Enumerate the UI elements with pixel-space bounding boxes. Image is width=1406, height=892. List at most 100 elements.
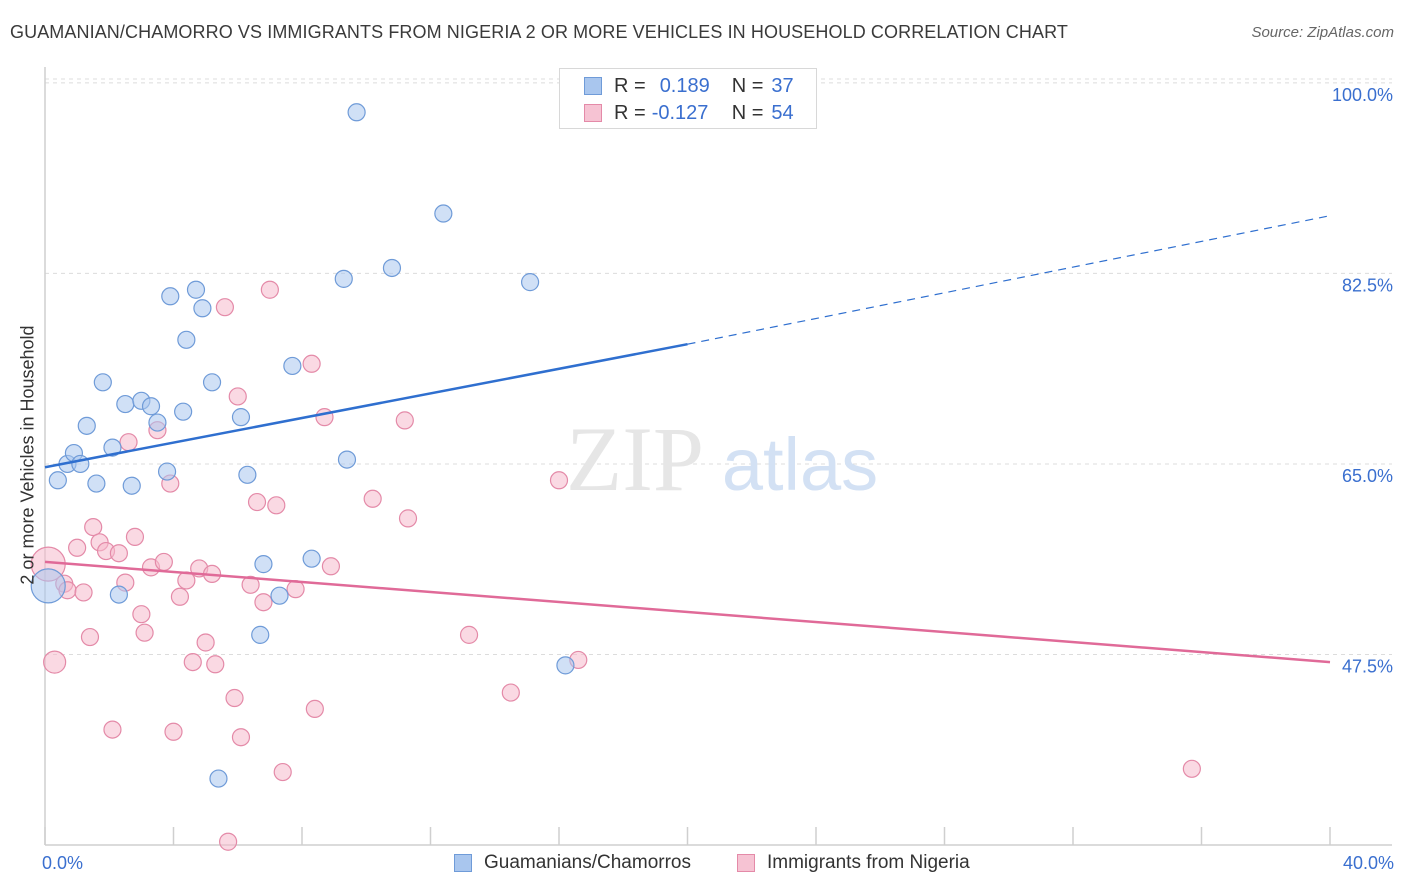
data-point-nigeria: [501, 683, 520, 702]
data-point-guamanian: [103, 438, 122, 457]
bottom-legend-guamanian: Guamanians/Chamorros: [454, 852, 691, 874]
data-point-guamanian: [48, 471, 67, 490]
data-point-guamanian: [334, 269, 353, 288]
y-tick-label: 65.0%: [1342, 466, 1393, 486]
data-point-guamanian: [556, 656, 575, 675]
data-point-guamanian: [177, 330, 196, 349]
bottom-legend-label: Immigrants from Nigeria: [767, 852, 970, 873]
data-point-guamanian: [347, 103, 366, 122]
data-point-nigeria: [228, 387, 247, 406]
bottom-legend-nigeria: Immigrants from Nigeria: [737, 852, 970, 874]
data-point-nigeria: [196, 633, 215, 652]
series-guamanian-points: [30, 103, 575, 788]
data-point-nigeria: [125, 527, 145, 546]
data-point-guamanian: [193, 299, 212, 318]
data-point-nigeria: [154, 552, 173, 572]
y-tick-label: 47.5%: [1342, 656, 1393, 676]
data-point-guamanian: [270, 586, 289, 605]
r-value: 0.189: [659, 74, 710, 97]
legend-swatch-pink: [584, 104, 602, 122]
n-value: 54: [771, 101, 794, 124]
bottom-legend-swatch-blue: [454, 854, 472, 872]
x-tick-label-max: 40.0%: [1342, 853, 1394, 873]
source-label: Source: ZipAtlas.com: [1251, 24, 1394, 41]
data-point-guamanian: [231, 408, 251, 427]
watermark: ZIP atlas: [566, 408, 878, 510]
data-point-nigeria: [215, 298, 234, 317]
data-point-nigeria: [74, 583, 93, 602]
data-point-nigeria: [286, 580, 305, 599]
bottom-legend-swatch-pink: [737, 854, 755, 872]
data-point-nigeria: [395, 411, 414, 430]
data-point-guamanian: [238, 465, 257, 484]
data-point-nigeria: [549, 471, 569, 490]
data-point-nigeria: [103, 720, 122, 739]
data-point-nigeria: [170, 587, 190, 606]
data-point-guamanian: [157, 462, 177, 481]
bottom-legend-label: Guamanians/Chamorros: [484, 852, 691, 873]
data-point-nigeria: [225, 688, 244, 708]
data-point-guamanian: [109, 585, 128, 604]
r-label: R =: [614, 101, 646, 124]
y-tick-labels: 47.5% 65.0% 82.5% 100.0%: [1332, 85, 1393, 677]
data-point-guamanian: [77, 416, 96, 435]
data-point-nigeria: [68, 538, 87, 557]
data-point-guamanian: [209, 769, 228, 788]
watermark-atlas: atlas: [722, 423, 878, 506]
data-point-nigeria: [398, 509, 418, 528]
data-point-guamanian: [148, 413, 167, 432]
data-point-guamanian: [93, 373, 112, 392]
data-point-nigeria: [80, 627, 100, 647]
chart-title: GUAMANIAN/CHAMORRO VS IMMIGRANTS FROM NI…: [10, 22, 1068, 42]
data-point-nigeria: [267, 496, 286, 515]
n-label: N =: [731, 101, 764, 124]
data-point-guamanian: [186, 280, 206, 299]
data-point-nigeria: [260, 280, 279, 299]
trend-line-guamanian-extension: [687, 215, 1331, 345]
data-point-guamanian: [87, 474, 106, 493]
data-point-nigeria: [219, 832, 238, 851]
data-point-guamanian: [434, 204, 453, 223]
data-point-nigeria: [273, 762, 292, 782]
data-point-nigeria: [254, 593, 273, 612]
data-point-nigeria: [109, 544, 128, 563]
data-point-nigeria: [321, 557, 341, 576]
data-point-guamanian: [174, 402, 193, 421]
data-point-nigeria: [1182, 759, 1201, 778]
data-point-guamanian: [283, 356, 302, 376]
data-point-nigeria: [231, 728, 251, 747]
x-tick-label-min: 0.0%: [42, 853, 84, 873]
data-point-nigeria: [183, 652, 202, 672]
data-point-nigeria: [241, 575, 260, 594]
trend-line-guamanian: [44, 342, 688, 469]
data-point-nigeria: [315, 408, 334, 427]
trend-line-nigeria: [44, 560, 1331, 664]
data-point-guamanian: [71, 454, 90, 474]
data-point-guamanian: [141, 397, 161, 416]
correlation-legend: R = 0.189 N = 37 R = -0.127 N = 54: [559, 68, 817, 129]
data-point-nigeria: [84, 517, 103, 537]
trend-lines: [44, 215, 1331, 664]
data-point-nigeria: [132, 605, 151, 624]
n-value: 37: [771, 74, 794, 97]
n-label: N =: [731, 74, 764, 97]
data-point-guamanian: [254, 555, 273, 574]
data-point-guamanian: [30, 568, 66, 604]
data-point-guamanian: [161, 287, 180, 306]
data-point-guamanian: [122, 476, 141, 495]
data-point-guamanian: [251, 625, 270, 644]
r-value: -0.127: [651, 101, 709, 124]
watermark-zip: ZIP: [566, 408, 704, 510]
data-point-nigeria: [164, 722, 183, 741]
axes: [44, 67, 1392, 846]
r-label: R =: [614, 74, 646, 97]
legend-row-guamanian: R = 0.189 N = 37: [584, 73, 794, 99]
data-point-nigeria: [305, 699, 324, 719]
data-point-guamanian: [302, 549, 321, 568]
data-point-guamanian: [337, 450, 357, 469]
data-point-nigeria: [43, 650, 67, 674]
series-nigeria-points: [30, 280, 1201, 851]
data-point-nigeria: [119, 433, 138, 452]
data-point-guamanian: [520, 273, 540, 292]
y-tick-label: 100.0%: [1332, 85, 1393, 105]
